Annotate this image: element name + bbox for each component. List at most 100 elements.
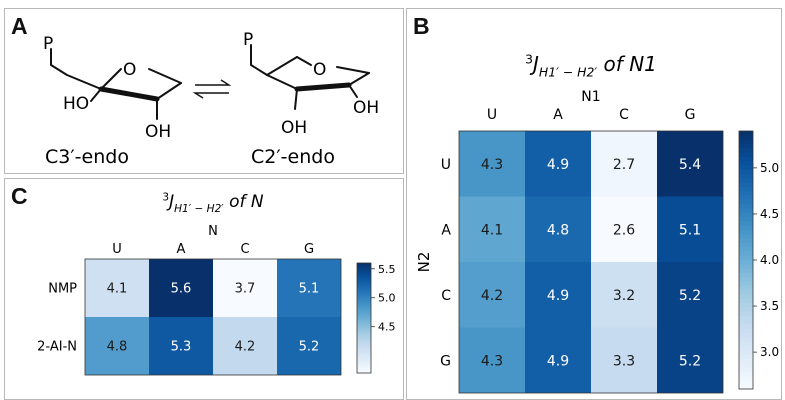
heatmap-cell xyxy=(213,317,277,375)
colorbar-segment xyxy=(739,384,753,390)
right-substituent: P xyxy=(243,30,253,50)
colorbar-segment xyxy=(357,345,371,348)
colorbar-segment xyxy=(739,247,753,252)
chart-title: 3JH1′ − H2′ of N1 xyxy=(525,51,657,79)
colorbar-segment xyxy=(357,296,371,299)
colorbar-segment xyxy=(357,263,371,266)
colorbar-segment xyxy=(739,165,753,171)
colorbar-segment xyxy=(357,327,371,330)
column-label: G xyxy=(685,107,696,123)
chart-title: 3JH1′ − H2′ of N xyxy=(162,192,263,215)
colorbar-segment xyxy=(739,294,753,300)
colorbar-segment xyxy=(739,161,753,166)
heatmap-cell xyxy=(525,131,591,197)
colorbar-segment xyxy=(357,343,371,347)
left-substituent: P xyxy=(43,34,53,54)
colorbar-segment xyxy=(357,334,371,337)
colorbar-segment xyxy=(739,260,753,265)
colorbar-segment xyxy=(739,191,753,197)
colorbar-segment xyxy=(357,360,371,363)
colorbar-segment xyxy=(739,268,753,274)
colorbar-segment xyxy=(739,251,753,257)
colorbar-segment xyxy=(357,285,371,288)
left-conformer-label: C3′-endo xyxy=(45,146,129,168)
colorbar-segment xyxy=(739,131,753,136)
colorbar-segment xyxy=(357,336,371,339)
heatmap-cell xyxy=(149,317,213,375)
colorbar-segment xyxy=(739,204,753,209)
colorbar-segment xyxy=(739,380,753,386)
colorbar-segment xyxy=(739,148,753,154)
colorbar-segment xyxy=(357,294,371,297)
row-label: U xyxy=(441,157,451,173)
colorbar-segment xyxy=(357,277,371,281)
cell-value-label: 4.9 xyxy=(547,288,569,304)
c2-endo-structure xyxy=(250,44,370,110)
right-conformer-label: C2′-endo xyxy=(251,146,335,168)
heatmap-cell xyxy=(459,327,525,393)
colorbar-segment xyxy=(739,328,753,334)
row-label: G xyxy=(440,353,451,369)
colorbar-segment xyxy=(357,288,371,292)
heatmap-cell xyxy=(277,259,341,317)
cell-value-label: 2.7 xyxy=(613,157,635,173)
colorbar-segment xyxy=(739,307,753,313)
colorbar-segment xyxy=(739,290,753,295)
colorbar-segment xyxy=(739,358,753,364)
colorbar-segment xyxy=(739,178,753,184)
colorbar-segment xyxy=(739,298,753,304)
cell-value-label: 4.8 xyxy=(547,222,569,238)
heatmap-cell xyxy=(525,262,591,328)
row-label: NMP xyxy=(48,282,77,297)
right-hydroxyl-2: OH xyxy=(281,118,307,138)
left-hydroxyl-1: HO xyxy=(63,94,89,114)
colorbar-segment xyxy=(739,135,753,141)
heatmap-cell xyxy=(525,196,591,262)
colorbar-segment xyxy=(357,270,371,273)
cell-value-label: 4.2 xyxy=(235,340,256,355)
colorbar-segment xyxy=(739,324,753,330)
colorbar-segment xyxy=(357,272,371,275)
colorbar-segment xyxy=(739,182,753,188)
colorbar-segment xyxy=(357,318,371,321)
colorbar-segment xyxy=(739,255,753,261)
x-axis-label: N1 xyxy=(581,89,600,105)
colorbar-segment xyxy=(739,238,753,244)
panel-letter-c: C xyxy=(11,183,28,209)
cell-value-label: 4.1 xyxy=(481,222,503,238)
colorbar-segment xyxy=(357,310,371,314)
colorbar-segment xyxy=(739,277,753,283)
left-ring-oxygen: O xyxy=(123,60,136,80)
cell-value-label: 5.4 xyxy=(679,157,701,173)
heatmap-cell xyxy=(657,327,723,393)
cell-value-label: 5.1 xyxy=(299,282,320,297)
sugar-pucker-equilibrium: P O HO OH C3′-endo P O OH OH C2′-endo xyxy=(43,30,379,168)
colorbar-segment xyxy=(357,307,371,310)
colorbar-segment xyxy=(739,285,753,291)
row-label: C xyxy=(441,288,451,304)
cell-value-label: 4.2 xyxy=(481,288,503,304)
colorbar-segment xyxy=(739,376,753,381)
cell-value-label: 4.8 xyxy=(107,340,128,355)
right-hydroxyl-1: OH xyxy=(353,98,379,118)
colorbar-segment xyxy=(357,283,371,286)
panel-letter-a: A xyxy=(11,13,28,39)
colorbar-segment xyxy=(357,349,371,352)
heatmap-c: 3JH1′ − H2′ of N N U A C G NMP 2-AI-N 4.1 5.6 3.7 5… xyxy=(37,192,396,376)
heatmap-cell xyxy=(657,196,723,262)
colorbar-segment xyxy=(357,308,371,312)
colorbar-segment xyxy=(357,290,371,293)
colorbar-segment xyxy=(739,186,753,192)
colorbar-segment xyxy=(357,362,371,365)
colorbar-segment xyxy=(357,323,371,326)
colorbar-segment xyxy=(357,365,371,369)
colorbar-segment xyxy=(739,242,753,248)
cell-value-label: 4.3 xyxy=(481,353,503,369)
cell-value-label: 4.3 xyxy=(481,157,503,173)
colorbar-segment xyxy=(357,325,371,328)
colorbar-segment xyxy=(739,281,753,287)
cell-value-label: 3.7 xyxy=(235,282,256,297)
cell-value-label: 5.3 xyxy=(171,340,192,355)
colorbar-segment xyxy=(357,292,371,295)
colorbar-tick-label: 3.0 xyxy=(760,345,779,359)
